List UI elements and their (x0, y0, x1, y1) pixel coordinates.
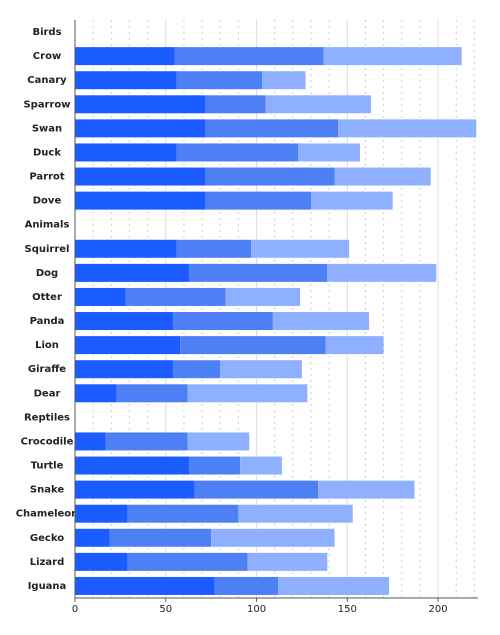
bar-segment (75, 576, 215, 595)
y-tick-label: Dog (36, 268, 58, 279)
y-tick-label: Duck (33, 147, 61, 158)
bar-segment (220, 360, 302, 379)
y-tick-label: Dear (34, 388, 61, 399)
bar-segment (127, 552, 248, 571)
bar-segment (278, 576, 390, 595)
bar-segment (173, 360, 221, 379)
bar-segment (75, 71, 177, 90)
x-tick-label: 150 (338, 604, 357, 615)
bar-segment (176, 239, 252, 258)
bar-segment (75, 47, 175, 66)
x-tick-label: 0 (72, 604, 78, 615)
bar-segment (205, 95, 266, 114)
bar-segment (214, 576, 279, 595)
bar-segment (75, 95, 206, 114)
bar-segment (180, 336, 326, 355)
bar-segment (247, 552, 328, 571)
y-tick-label: Gecko (30, 533, 64, 544)
bar-segment (75, 119, 206, 138)
y-tick-label: Giraffe (28, 364, 66, 375)
bar-segment (251, 239, 350, 258)
bar-segment (205, 167, 335, 186)
bar-segment (75, 263, 190, 282)
bar-segment (310, 191, 393, 210)
bar-segment (194, 480, 319, 499)
bar-segment (75, 191, 206, 210)
bar-segment (75, 528, 110, 547)
bar-segment (116, 384, 188, 403)
bar-segment (75, 384, 117, 403)
x-tick-label: 200 (429, 604, 448, 615)
bar-segment (75, 552, 128, 571)
bar-segment (75, 504, 128, 523)
bar-segment (205, 191, 311, 210)
y-tick-label: Animals (25, 220, 70, 231)
bar-segment (75, 312, 174, 331)
bar-segment (75, 456, 190, 475)
bar-segment (173, 312, 273, 331)
bar-segment (318, 480, 415, 499)
bar-segment (176, 71, 262, 90)
bar-segment (187, 384, 308, 403)
y-tick-label: Iguana (28, 581, 67, 592)
y-tick-label: Otter (32, 292, 62, 303)
bar-segment (75, 143, 177, 162)
bar-segment (298, 143, 361, 162)
bar-segment (176, 143, 299, 162)
bar-segment (265, 95, 371, 114)
bar-segment (272, 312, 370, 331)
y-tick-label: Lion (35, 340, 59, 351)
bar-segment (127, 504, 239, 523)
bar-segment (211, 528, 335, 547)
bar-segment (75, 167, 206, 186)
y-tick-label: Sparrow (23, 99, 70, 110)
bar-segment (261, 71, 306, 90)
bar-segment (75, 287, 126, 306)
bar-segment (225, 287, 301, 306)
bar-segment (75, 336, 181, 355)
y-tick-label: Dove (33, 196, 62, 207)
x-tick-label: 100 (247, 604, 266, 615)
bar-segment (75, 480, 195, 499)
y-tick-label: Parrot (29, 172, 65, 183)
y-tick-label: Birds (32, 27, 61, 38)
y-tick-label: Crow (33, 51, 61, 62)
y-tick-label: Snake (30, 485, 64, 496)
bar-segment (75, 360, 174, 379)
bar-segment (109, 528, 212, 547)
y-tick-label: Reptiles (24, 412, 70, 423)
bar-segment (334, 167, 431, 186)
bar-segment (338, 119, 477, 138)
bar-segment (75, 239, 177, 258)
bar-segment (189, 263, 328, 282)
bar-segment (323, 47, 462, 66)
y-tick-label: Swan (32, 123, 62, 134)
y-tick-label: Panda (30, 316, 65, 327)
bar-segment (75, 432, 106, 451)
y-tick-label: Lizard (30, 557, 64, 568)
x-tick-label: 50 (159, 604, 172, 615)
bar-segment (238, 504, 353, 523)
y-tick-label: Chameleon (16, 509, 79, 520)
bar-segment (105, 432, 188, 451)
bar-segment (125, 287, 226, 306)
bar-segment (240, 456, 282, 475)
bar-segment (189, 456, 241, 475)
bar-segment (205, 119, 339, 138)
bar-segment (325, 336, 384, 355)
y-tick-label: Turtle (31, 461, 64, 472)
bar-segment (187, 432, 250, 451)
y-tick-label: Squirrel (25, 244, 70, 255)
bar-segment (174, 47, 324, 66)
bar-segment (327, 263, 437, 282)
y-tick-label: Canary (27, 75, 67, 86)
y-tick-label: Crocodile (21, 436, 74, 447)
